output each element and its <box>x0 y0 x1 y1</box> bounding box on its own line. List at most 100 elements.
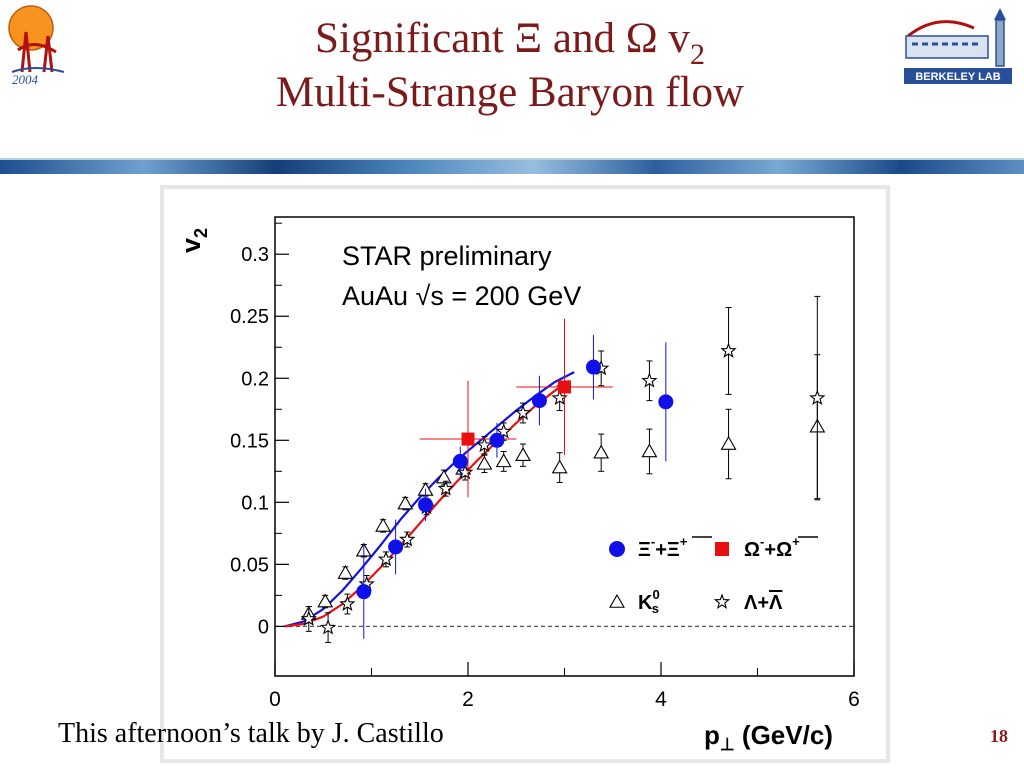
slide-title-line2: Multi-Strange Baryon flow <box>275 69 745 116</box>
legend-label-part: +Ξ <box>655 539 680 561</box>
legend-label-sup: 0 <box>652 587 659 602</box>
data-point <box>495 423 512 439</box>
legend-label-part: Ω <box>744 539 760 561</box>
data-point <box>495 453 512 468</box>
legend-marker <box>609 541 625 557</box>
data-point <box>531 393 547 409</box>
logo-year: 2004 <box>12 72 39 87</box>
data-point <box>551 459 568 474</box>
legend-label-sup: - <box>651 534 655 549</box>
legend-marker <box>715 542 729 556</box>
data-point <box>641 372 658 388</box>
data-point <box>435 469 452 484</box>
data-point <box>809 389 826 406</box>
data-point <box>489 432 505 448</box>
legend-label-sup: + <box>792 534 800 549</box>
data-point <box>388 539 404 555</box>
y-tick-label: 0.15 <box>230 430 269 452</box>
legend-label-overline: Λ <box>769 592 783 614</box>
logo-lab-name: BERKELEY LAB <box>915 71 1000 83</box>
data-point <box>558 380 571 394</box>
x-tick-label: 2 <box>462 688 474 711</box>
data-point <box>515 447 531 461</box>
tower-icon <box>995 19 1005 67</box>
data-point <box>476 436 493 453</box>
data-point <box>461 432 475 446</box>
y-tick-label: 0 <box>258 616 269 638</box>
data-point <box>337 564 354 579</box>
x-axis-label-subscript: ⊥ <box>720 735 735 754</box>
data-point <box>452 453 468 469</box>
footer-note: This afternoon’s talk by J. Castillo <box>58 718 444 749</box>
v2-chart: 00.050.10.150.20.250.30 2 4 6p⊥ (GeV/c)v2 Ξ… <box>176 216 860 754</box>
y-axis-label: v2 <box>176 228 211 253</box>
legend-marker <box>609 593 625 608</box>
data-point <box>300 610 317 626</box>
data-point <box>317 593 334 608</box>
slide-title-line1: Significant Ξ and Ω v2 <box>150 14 870 71</box>
x-axis-label-units: (GeV/c) <box>735 720 833 750</box>
x-axis-label: p⊥ (GeV/c) <box>704 720 833 754</box>
legend-label-sub: s <box>652 601 659 616</box>
data-point <box>375 517 392 532</box>
x-tick-label: 6 <box>848 688 860 711</box>
plot-frame: 0 0.05 0.1 0.15 0.2 0.25 0.3 0 2 4 6 p⊥ (GeV/c) v2 Ξ… <box>160 185 890 763</box>
data-point <box>339 595 356 611</box>
header-divider-stripe <box>0 160 1024 174</box>
data-point <box>418 497 434 513</box>
page-number: 18 <box>990 726 1008 746</box>
tower-spire-icon <box>994 8 1006 20</box>
building-icon <box>905 35 989 59</box>
data-point <box>585 359 601 375</box>
series-1 <box>419 318 613 498</box>
data-point <box>658 394 674 410</box>
chart-legend: Ξ-+Ξ+ Ω-+Ω+K0 s Λ+Λ <box>609 534 818 616</box>
data-point <box>720 342 737 358</box>
series-0 <box>356 334 674 639</box>
data-point <box>437 480 455 496</box>
y-axis-label-subscript: 2 <box>191 228 211 238</box>
slide-title: Significant Ξ and Ω v2 Multi-Strange Bar… <box>150 14 870 118</box>
logo-banner <box>904 68 1012 84</box>
water-icon <box>11 67 65 73</box>
legend-label-part: K <box>638 592 653 614</box>
legend-label: K0 s <box>638 587 660 616</box>
x-axis-label-symbol: p <box>704 720 720 750</box>
annotation-star-preliminary: STAR preliminary <box>342 241 552 271</box>
data-point <box>593 444 610 459</box>
data-point <box>356 584 372 600</box>
header-divider-line <box>0 158 1024 160</box>
y-tick-label: 0.2 <box>241 368 269 390</box>
berkeley-lab-logo: BERKELEY LAB <box>904 8 1012 84</box>
data-point <box>514 404 532 420</box>
series-2 <box>300 354 826 622</box>
x-tick-label: 4 <box>655 688 667 711</box>
bridge-icon <box>17 31 57 73</box>
data-point <box>377 550 395 567</box>
legend-marker <box>713 593 731 609</box>
y-axis-label-symbol: v <box>176 238 206 253</box>
data-point <box>476 455 493 470</box>
y-tick-label: 0.25 <box>230 306 269 328</box>
legend-label-sup: + <box>680 534 688 549</box>
legend-label-sup: - <box>760 534 764 549</box>
annotation-collision-system: AuAu √s = 200 GeV <box>342 281 581 311</box>
legend-label: Ω-+Ω+ <box>744 534 800 561</box>
legend-label-part: Ξ <box>638 539 651 561</box>
data-point <box>720 435 737 450</box>
data-point <box>641 443 658 458</box>
data-point <box>398 530 416 547</box>
y-tick-label: 0.05 <box>230 554 269 576</box>
roof-arc-icon <box>907 20 975 38</box>
chart-axes: 00.050.10.150.20.250.30 2 4 6p⊥ (GeV/c)v2 <box>176 216 860 754</box>
title-main-text: Significant Ξ and Ω v <box>315 15 690 62</box>
title-subscript: 2 <box>689 38 705 71</box>
legend-label-part: +Ω <box>764 539 792 561</box>
sun-icon <box>8 5 54 51</box>
conference-logo: 2004 <box>8 5 65 87</box>
legend-label: Ξ-+Ξ+ <box>638 534 688 561</box>
x-tick-label: 0 <box>269 688 281 711</box>
data-points <box>300 295 826 644</box>
y-tick-label: 0.3 <box>241 244 269 266</box>
legend-label-part: Λ+ <box>744 592 769 614</box>
